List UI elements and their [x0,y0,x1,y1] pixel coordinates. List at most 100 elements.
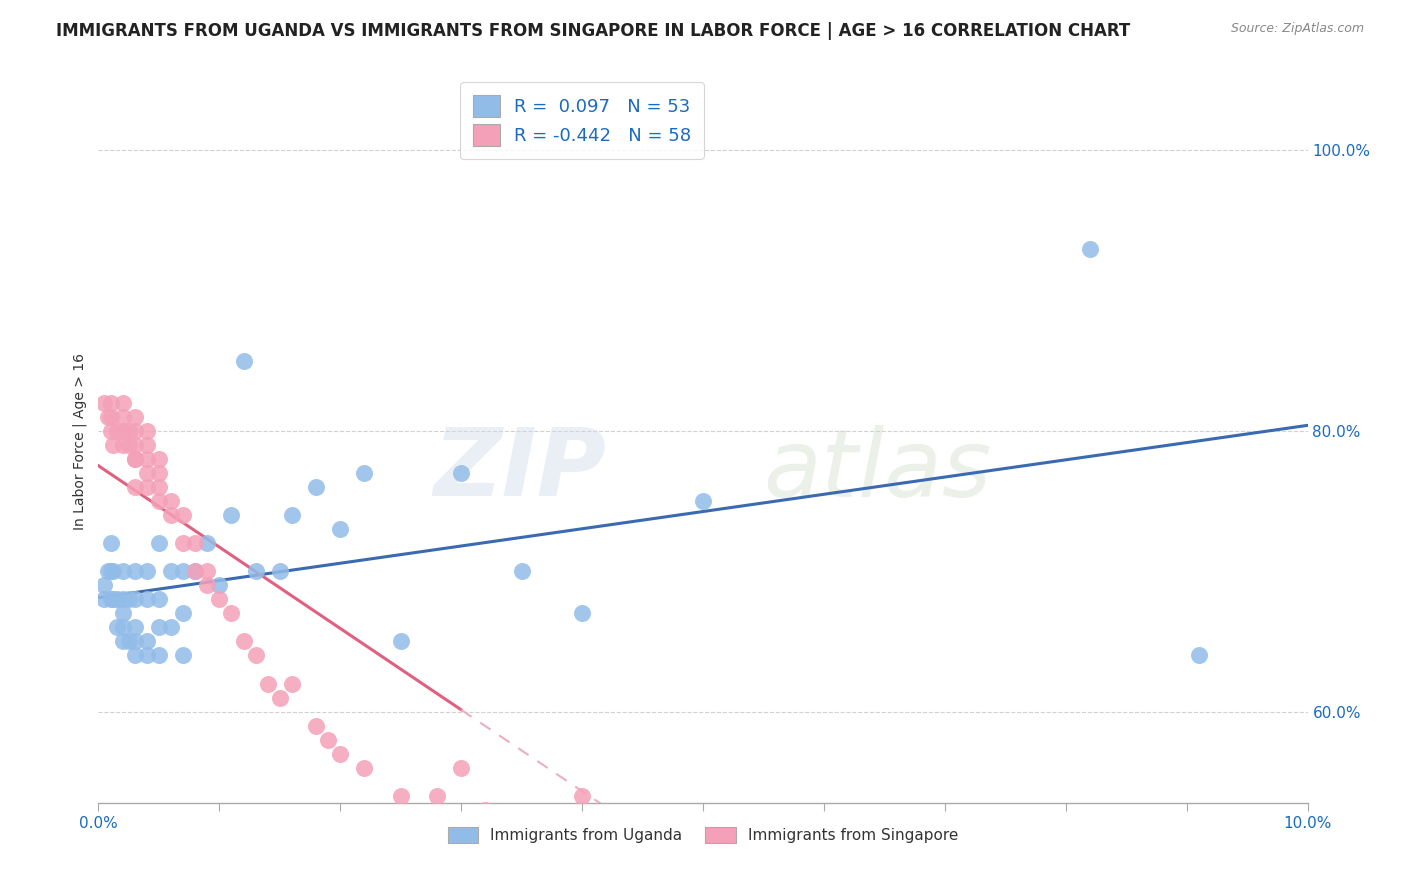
Point [571,607,593,621]
Point [148,494,170,508]
Point [692,494,714,508]
Point [124,409,146,424]
Point [135,634,157,648]
Point [148,648,170,663]
Point [111,438,134,452]
Point [100,409,122,424]
Point [813,859,835,873]
Point [281,508,304,523]
Point [135,438,157,452]
Point [111,409,134,424]
Point [873,859,896,873]
Point [389,634,412,648]
Point [124,592,146,607]
Point [305,480,328,494]
Point [97,409,120,424]
Point [111,607,134,621]
Point [195,578,218,592]
Point [1188,648,1211,663]
Point [111,564,134,578]
Point [269,690,291,705]
Point [160,620,183,634]
Point [269,564,291,578]
Point [124,452,146,467]
Point [221,607,243,621]
Point [101,592,124,607]
Point [124,564,146,578]
Point [571,789,593,803]
Point [111,424,134,438]
Point [124,424,146,438]
Point [232,634,254,648]
Point [450,761,472,775]
Point [329,747,352,761]
Text: ZIP: ZIP [433,425,606,516]
Point [232,354,254,368]
Point [100,424,122,438]
Point [100,536,122,550]
Point [135,466,157,480]
Point [111,634,134,648]
Point [124,620,146,634]
Point [510,564,533,578]
Point [124,438,146,452]
Point [172,607,194,621]
Point [692,830,714,845]
Point [118,592,141,607]
Point [100,564,122,578]
Point [389,789,412,803]
Point [1078,242,1101,256]
Point [135,480,157,494]
Point [160,564,183,578]
Point [195,536,218,550]
Point [135,452,157,467]
Point [148,466,170,480]
Point [184,536,207,550]
Point [135,564,157,578]
Legend: Immigrants from Uganda, Immigrants from Singapore: Immigrants from Uganda, Immigrants from … [441,822,965,849]
Point [105,424,128,438]
Point [281,676,304,690]
Point [124,452,146,467]
Point [172,648,194,663]
Point [118,634,141,648]
Point [450,466,472,480]
Point [184,564,207,578]
Point [172,508,194,523]
Point [101,438,124,452]
Point [256,676,278,690]
Point [124,634,146,648]
Point [148,536,170,550]
Point [172,536,194,550]
Point [124,480,146,494]
Point [510,817,533,831]
Point [100,396,122,410]
Point [184,564,207,578]
Point [93,396,115,410]
Point [93,578,115,592]
Point [148,620,170,634]
Point [208,578,231,592]
Text: atlas: atlas [763,425,991,516]
Point [631,817,654,831]
Point [105,620,128,634]
Point [111,396,134,410]
Point [329,522,352,536]
Point [118,424,141,438]
Point [148,480,170,494]
Point [93,592,115,607]
Point [111,620,134,634]
Point [135,592,157,607]
Point [316,732,339,747]
Y-axis label: In Labor Force | Age > 16: In Labor Force | Age > 16 [73,353,87,530]
Text: Source: ZipAtlas.com: Source: ZipAtlas.com [1230,22,1364,36]
Point [148,452,170,467]
Point [208,592,231,607]
Point [353,466,375,480]
Point [160,508,183,523]
Point [97,564,120,578]
Point [135,648,157,663]
Point [111,592,134,607]
Point [305,718,328,732]
Text: IMMIGRANTS FROM UGANDA VS IMMIGRANTS FROM SINGAPORE IN LABOR FORCE | AGE > 16 CO: IMMIGRANTS FROM UGANDA VS IMMIGRANTS FRO… [56,22,1130,40]
